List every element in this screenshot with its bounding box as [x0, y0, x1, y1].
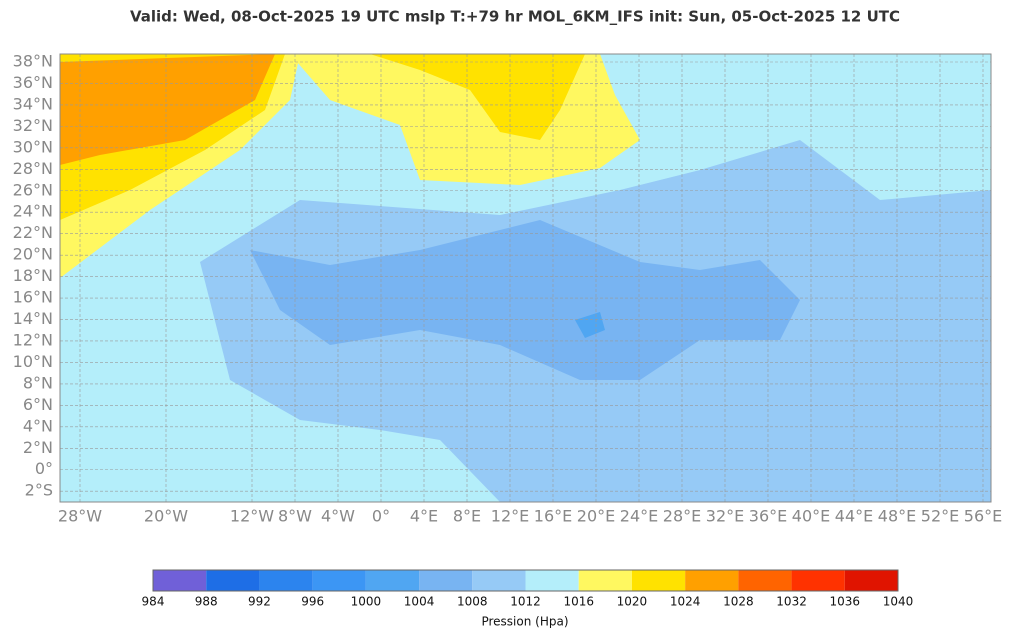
colorbar-swatch	[312, 570, 366, 591]
lon-label: 16°E	[534, 507, 572, 526]
lat-label: 4°N	[23, 416, 53, 435]
lon-label: 12°W	[230, 507, 274, 526]
colorbar-swatch	[525, 570, 579, 591]
colorbar-tick-label: 996	[301, 595, 324, 609]
colorbar-tick-label: 1036	[830, 595, 861, 609]
lat-label: 8°N	[23, 373, 53, 392]
colorbar-label: Pression (Hpa)	[481, 615, 568, 629]
lon-label: 20°E	[577, 507, 615, 526]
colorbar-tick-label: 1016	[563, 595, 594, 609]
colorbar-tick-label: 1032	[776, 595, 807, 609]
pressure-field	[60, 54, 275, 165]
lon-label: 20°W	[144, 507, 188, 526]
lon-label: 32°E	[706, 507, 744, 526]
lon-label: 4°W	[321, 507, 355, 526]
colorbar-swatch	[631, 570, 686, 591]
colorbar-tick-label: 1000	[351, 595, 382, 609]
lat-label: 12°N	[13, 330, 53, 349]
lat-label: 32°N	[13, 116, 53, 135]
colorbar-swatch	[844, 570, 898, 591]
colorbar-tick-label: 984	[142, 595, 165, 609]
lat-label: 2°S	[25, 481, 53, 500]
colorbar-tick-label: 1008	[457, 595, 488, 609]
colorbar-tick-label: 1004	[404, 595, 435, 609]
colorbar-tick-label: 1028	[723, 595, 754, 609]
colorbar-swatch	[365, 570, 420, 591]
lon-label: 12°E	[491, 507, 529, 526]
lon-label: 0°	[372, 507, 390, 526]
colorbar-tick-label: 988	[195, 595, 218, 609]
colorbar-swatch	[472, 570, 526, 591]
colorbar-swatch	[153, 570, 207, 591]
lat-label: 34°N	[13, 94, 53, 113]
colorbar-frame	[152, 569, 899, 592]
lon-label: 8°W	[278, 507, 312, 526]
lon-label: 36°E	[749, 507, 787, 526]
colorbar-tick-label: 1040	[883, 595, 914, 609]
lat-label: 28°N	[13, 159, 53, 178]
lat-label: 22°N	[13, 223, 53, 242]
map	[60, 54, 991, 502]
lat-label: 14°N	[13, 309, 53, 328]
lon-label: 44°E	[835, 507, 873, 526]
colorbar-swatch	[738, 570, 792, 591]
lon-label: 24°E	[620, 507, 658, 526]
lat-label: 18°N	[13, 266, 53, 285]
lat-label: 36°N	[13, 73, 53, 92]
colorbar-tick-label: 1012	[510, 595, 541, 609]
lon-label: 4°E	[410, 507, 438, 526]
lat-label: 20°N	[13, 245, 53, 264]
lat-label: 16°N	[13, 288, 53, 307]
colorbar-tick-label: 1020	[617, 595, 648, 609]
pressure-field	[370, 54, 585, 140]
lat-label: 10°N	[13, 352, 53, 371]
colorbar-swatch	[259, 570, 313, 591]
lon-label: 56°E	[964, 507, 1002, 526]
lat-label: 30°N	[13, 137, 53, 156]
lon-label: 52°E	[921, 507, 959, 526]
map-frame	[59, 53, 992, 503]
title: Valid: Wed, 08-Oct-2025 19 UTC mslp T:+7…	[130, 8, 900, 26]
lon-label: 28°W	[58, 507, 102, 526]
lon-label: 40°E	[792, 507, 830, 526]
colorbar-swatch	[685, 570, 739, 591]
pressure-field	[575, 312, 605, 338]
lat-label: 0°	[35, 459, 53, 478]
lat-label: 38°N	[13, 52, 53, 71]
colorbar-swatch	[419, 570, 473, 591]
lat-label: 26°N	[13, 180, 53, 199]
pressure-field	[250, 220, 800, 380]
lat-label: 6°N	[23, 395, 53, 414]
colorbar-tick-label: 992	[248, 595, 271, 609]
lat-label: 2°N	[23, 438, 53, 457]
lon-label: 8°E	[453, 507, 481, 526]
lon-label: 28°E	[663, 507, 701, 526]
lon-label: 48°E	[878, 507, 916, 526]
colorbar-tick-label: 1024	[670, 595, 701, 609]
colorbar-swatch	[206, 570, 260, 591]
lat-label: 24°N	[13, 202, 53, 221]
colorbar-swatch	[578, 570, 632, 591]
colorbar-swatch	[791, 570, 845, 591]
